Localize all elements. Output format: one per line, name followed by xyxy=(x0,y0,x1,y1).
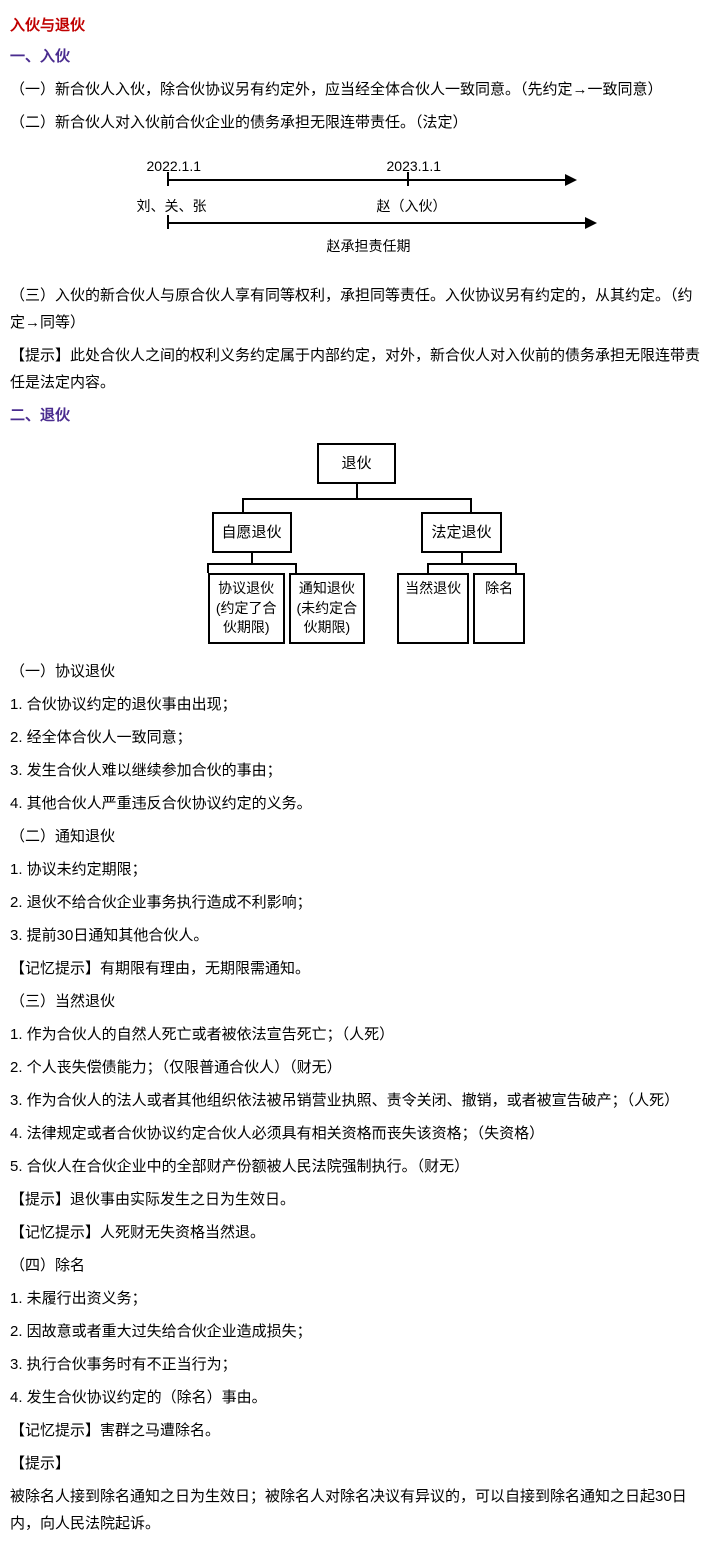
tree-right: 法定退伙 xyxy=(421,512,501,553)
tree-leaf2: 通知退伙 (未约定合 伙期限) xyxy=(289,573,366,644)
sub4-tip: 【记忆提示】害群之马遭除名。 xyxy=(10,1417,703,1444)
para-1-1: （一）新合伙人入伙，除合伙协议另有约定外，应当经全体合伙人一致同意。（先约定→一… xyxy=(10,76,703,103)
sub4-tip2-body: 被除名人接到除名通知之日为生效日；被除名人对除名决议有异议的，可以自接到除名通知… xyxy=(10,1483,703,1537)
sub2-item1: 1. 协议未约定期限； xyxy=(10,856,703,883)
tree-root: 退伙 xyxy=(317,443,395,484)
sub4-item1: 1. 未履行出资义务； xyxy=(10,1285,703,1312)
sub3-item5: 5. 合伙人在合伙企业中的全部财产份额被人民法院强制执行。（财无） xyxy=(10,1153,703,1180)
sub3-item2: 2. 个人丧失偿债能力；（仅限普通合伙人）（财无） xyxy=(10,1054,703,1081)
sub1-header: （一）协议退伙 xyxy=(10,658,703,685)
timeline-diagram: 2022.1.1 2023.1.1 刘、关、张 赵（入伙） 赵承担责任期 xyxy=(107,154,607,264)
section2-header: 二、退伙 xyxy=(10,402,703,429)
timeline-label-left: 刘、关、张 xyxy=(137,194,207,219)
sub3-tip2: 【记忆提示】人死财无失资格当然退。 xyxy=(10,1219,703,1246)
timeline-label-mid: 赵（入伙） xyxy=(377,194,447,219)
sub1-item2: 2. 经全体合伙人一致同意； xyxy=(10,724,703,751)
sub2-item3: 3. 提前30日通知其他合伙人。 xyxy=(10,922,703,949)
sub2-tip: 【记忆提示】有期限有理由，无期限需通知。 xyxy=(10,955,703,982)
tree-left: 自愿退伙 xyxy=(212,512,292,553)
timeline-date2: 2023.1.1 xyxy=(387,154,442,179)
sub4-tip2-header: 【提示】 xyxy=(10,1450,703,1477)
sub4-item4: 4. 发生合伙协议约定的（除名）事由。 xyxy=(10,1384,703,1411)
sub3-header: （三）当然退伙 xyxy=(10,988,703,1015)
para-1-2: （二）新合伙人对入伙前合伙企业的债务承担无限连带责任。（法定） xyxy=(10,109,703,136)
sub1-item3: 3. 发生合伙人难以继续参加合伙的事由； xyxy=(10,757,703,784)
sub4-header: （四）除名 xyxy=(10,1252,703,1279)
sub3-item3: 3. 作为合伙人的法人或者其他组织依法被吊销营业执照、责令关闭、撤销，或者被宣告… xyxy=(10,1087,703,1114)
sub1-item4: 4. 其他合伙人严重违反合伙协议约定的义务。 xyxy=(10,790,703,817)
para-1-4: 【提示】此处合伙人之间的权利义务约定属于内部约定，对外，新合伙人对入伙前的债务承… xyxy=(10,342,703,396)
withdrawal-tree: 退伙 自愿退伙 法定退伙 协议退伙 (约定了合 xyxy=(157,443,557,644)
sub3-item4: 4. 法律规定或者合伙协议约定合伙人必须具有相关资格而丧失该资格；（失资格） xyxy=(10,1120,703,1147)
section1-header: 一、入伙 xyxy=(10,43,703,70)
sub2-item2: 2. 退伙不给合伙企业事务执行造成不利影响； xyxy=(10,889,703,916)
timeline-date1: 2022.1.1 xyxy=(147,154,202,179)
sub2-header: （二）通知退伙 xyxy=(10,823,703,850)
main-title: 入伙与退伙 xyxy=(10,12,703,39)
sub4-item3: 3. 执行合伙事务时有不正当行为； xyxy=(10,1351,703,1378)
sub1-item1: 1. 合伙协议约定的退伙事由出现； xyxy=(10,691,703,718)
tree-leaf1: 协议退伙 (约定了合 伙期限) xyxy=(208,573,285,644)
sub3-item1: 1. 作为合伙人的自然人死亡或者被依法宣告死亡；（人死） xyxy=(10,1021,703,1048)
tree-leaf3: 当然退伙 xyxy=(397,573,469,644)
sub3-tip1: 【提示】退伙事由实际发生之日为生效日。 xyxy=(10,1186,703,1213)
sub4-item2: 2. 因故意或者重大过失给合伙企业造成损失； xyxy=(10,1318,703,1345)
para-1-3: （三）入伙的新合伙人与原合伙人享有同等权利，承担同等责任。入伙协议另有约定的，从… xyxy=(10,282,703,336)
timeline-label-bot: 赵承担责任期 xyxy=(327,234,411,259)
tree-leaf4: 除名 xyxy=(473,573,525,644)
